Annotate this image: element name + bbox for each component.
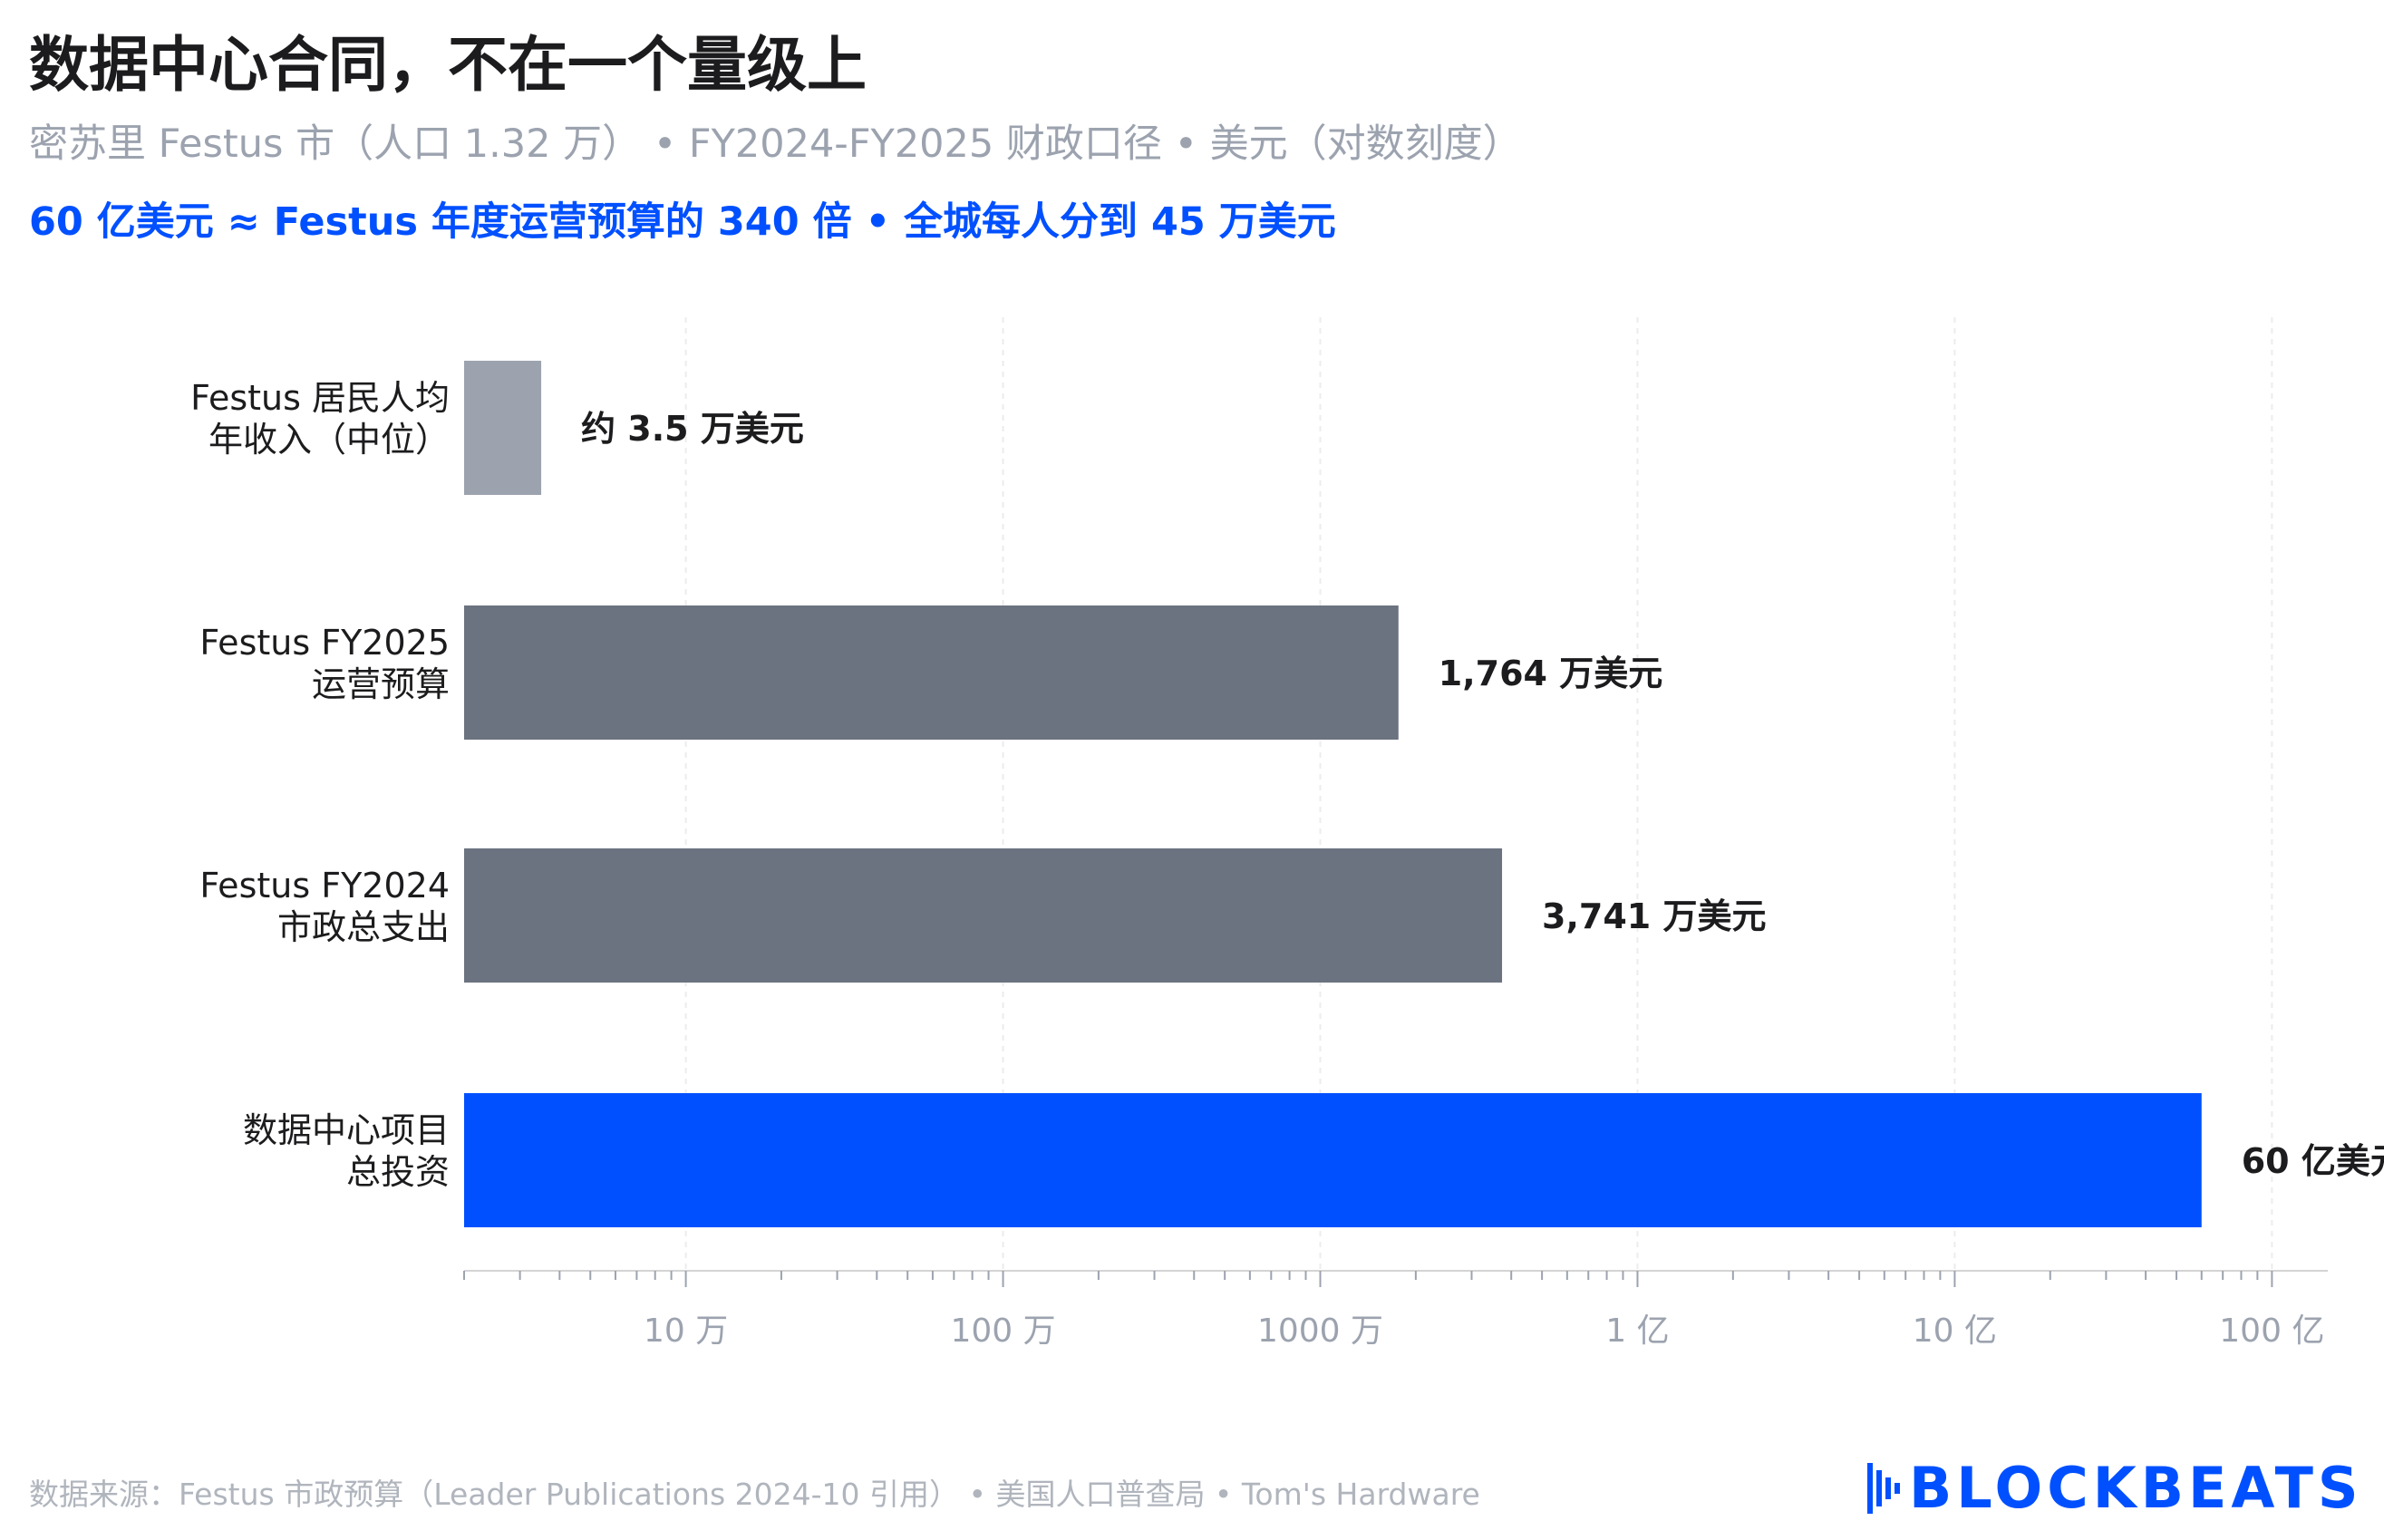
bar: [464, 361, 542, 495]
tick-label: 10 万: [644, 1312, 728, 1350]
category-label: Festus 居民人均: [190, 378, 450, 418]
data-label: 3,741 万美元: [1542, 896, 1766, 936]
category-label: Festus FY2024: [199, 866, 450, 906]
bar: [464, 605, 1399, 740]
source-note: 数据来源：Festus 市政预算（Leader Publications 202…: [29, 1477, 1480, 1512]
brand-mark-icon: [1867, 1462, 1900, 1514]
category-label: Festus FY2025: [199, 623, 450, 663]
data-label: 约 3.5 万美元: [581, 409, 804, 449]
category-label: 运营预算: [312, 664, 450, 704]
tick-label: 1 亿: [1605, 1312, 1669, 1350]
tick-label: 100 亿: [2219, 1312, 2324, 1350]
brand-name: BLOCKBEATS: [1909, 1455, 2363, 1521]
category-label: 年收入（中位）: [208, 420, 450, 460]
category-label: 总投资: [346, 1152, 450, 1192]
tick-label: 100 万: [950, 1312, 1055, 1350]
data-label: 60 亿美元: [2242, 1141, 2384, 1181]
brand-logo: BLOCKBEATS: [1867, 1455, 2363, 1521]
category-label: 数据中心项目: [243, 1110, 450, 1150]
tick-label: 1000 万: [1257, 1312, 1383, 1350]
bar: [464, 848, 1503, 983]
category-label: 市政总支出: [277, 907, 450, 947]
chart-highlight: 60 亿美元 ≈ Festus 年度运营预算的 340 倍 • 全城每人分到 4…: [29, 199, 1336, 245]
tick-label: 10 亿: [1913, 1312, 1997, 1350]
data-label: 1,764 万美元: [1439, 654, 1662, 693]
bar: [464, 1093, 2202, 1227]
chart-title: 数据中心合同，不在一个量级上: [29, 30, 867, 100]
chart-subtitle: 密苏里 Festus 市（人口 1.32 万） • FY2024-FY2025 …: [29, 121, 1522, 167]
